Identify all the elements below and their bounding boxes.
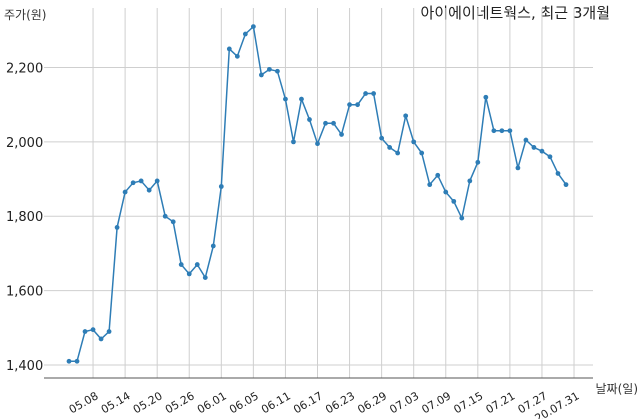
x-tick-label: 05.20 [131,389,165,416]
price-point [90,327,96,333]
price-point [275,68,280,74]
price-point [146,187,152,193]
price-point [106,329,112,334]
price-point [483,94,489,100]
price-point [435,172,441,178]
price-point [523,137,529,143]
price-point [539,148,545,154]
price-point [154,178,160,184]
price-point [323,120,328,126]
price-point [98,336,104,342]
price-point [475,159,481,165]
x-tick-label: 05.08 [67,389,101,416]
price-point [283,96,288,102]
price-point [315,141,320,147]
chart-title: 아이에이네트웍스, 최근 3개월 [420,4,610,22]
price-point [258,72,264,78]
x-tick-label: 07.21 [484,389,518,416]
price-point [451,198,457,204]
price-point [419,150,425,156]
price-point [331,120,336,126]
price-point [467,178,473,184]
x-tick-label: 06.23 [323,389,357,416]
price-point [363,91,368,96]
price-point [563,182,569,188]
price-point [299,96,304,102]
price-point [355,102,360,108]
price-point [403,113,409,119]
price-point [234,53,240,59]
price-point [218,184,224,189]
y-tick-label: 1,400 [6,359,43,374]
x-tick-label: 06.17 [291,389,325,416]
x-tick-label: 07.09 [419,389,453,416]
price-point [66,358,72,364]
price-point [339,132,344,137]
x-tick-label: 06.29 [355,389,389,416]
price-point [242,31,248,37]
price-point [531,145,537,150]
price-point [162,213,168,219]
price-point [194,262,200,267]
y-tick-label: 1,600 [6,285,43,300]
price-point [138,178,144,184]
price-point [178,262,184,267]
price-point [226,46,232,52]
y-tick-label: 2,200 [6,61,43,76]
x-tick-label: 06.05 [227,389,261,416]
price-point [114,224,120,230]
price-point [547,154,553,160]
price-point [443,189,449,195]
x-tick-label: 05.14 [99,389,133,416]
price-point [130,180,136,186]
price-point [459,215,465,221]
price-point [82,329,88,334]
price-point [170,219,176,225]
price-point [186,271,192,277]
y-axis-label: 주가(원) [4,8,47,22]
x-tick-label: 06.11 [259,389,293,416]
price-point [202,275,208,280]
price-point [411,139,417,145]
x-tick-label: 06.01 [195,389,229,416]
price-point [267,66,272,72]
price-point [291,139,296,145]
price-point [387,145,393,150]
x-tick-label: 05.26 [163,389,197,416]
x-axis-label: 날짜(일) [595,382,638,396]
x-tick-label: 07.15 [452,389,486,416]
price-point [491,128,497,134]
price-point [427,182,433,188]
price-point [122,189,128,195]
price-point [499,128,505,134]
price-point [507,128,513,134]
price-point [250,24,256,29]
y-tick-label: 1,800 [6,210,43,225]
price-point [210,243,216,249]
price-point [395,150,401,156]
y-tick-label: 2,000 [6,136,43,151]
price-point [74,358,80,364]
x-tick-label: 07.03 [387,389,421,416]
price-point [347,102,352,108]
price-point [555,171,561,176]
price-point [371,91,377,96]
price-point [379,135,385,141]
price-point [307,117,312,122]
price-point [515,165,521,171]
